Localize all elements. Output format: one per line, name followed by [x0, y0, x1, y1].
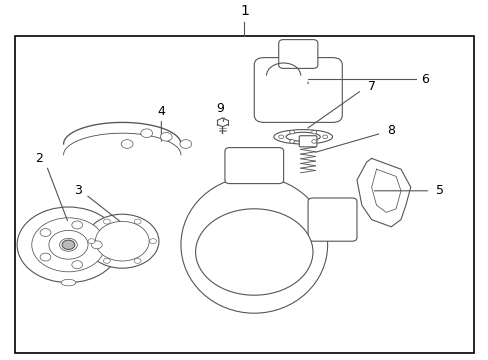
Text: 6: 6 — [421, 73, 428, 86]
Circle shape — [289, 140, 294, 143]
FancyBboxPatch shape — [254, 58, 342, 122]
Text: 7: 7 — [367, 80, 375, 93]
Circle shape — [88, 239, 95, 244]
Text: 9: 9 — [216, 102, 224, 114]
Circle shape — [134, 258, 141, 264]
Text: 3: 3 — [74, 184, 82, 197]
Circle shape — [180, 140, 191, 148]
Circle shape — [160, 132, 172, 141]
Text: 2: 2 — [35, 152, 43, 165]
Circle shape — [62, 240, 75, 249]
FancyBboxPatch shape — [307, 198, 356, 241]
Text: 8: 8 — [386, 124, 394, 137]
Circle shape — [289, 130, 294, 134]
Ellipse shape — [72, 221, 82, 229]
Circle shape — [103, 258, 110, 264]
Circle shape — [49, 230, 88, 259]
FancyBboxPatch shape — [299, 136, 316, 147]
Circle shape — [322, 135, 327, 139]
Circle shape — [134, 219, 141, 224]
Circle shape — [195, 209, 312, 295]
Circle shape — [311, 140, 316, 143]
Ellipse shape — [61, 279, 76, 286]
Circle shape — [278, 135, 283, 139]
Text: 1: 1 — [240, 4, 248, 18]
Ellipse shape — [91, 241, 102, 249]
Ellipse shape — [40, 229, 51, 237]
Ellipse shape — [72, 261, 82, 269]
FancyBboxPatch shape — [278, 40, 317, 68]
Ellipse shape — [181, 176, 327, 313]
Text: 4: 4 — [157, 105, 165, 118]
Circle shape — [149, 239, 156, 244]
FancyBboxPatch shape — [224, 148, 283, 184]
Circle shape — [311, 130, 316, 134]
Circle shape — [121, 140, 133, 148]
Circle shape — [95, 221, 149, 261]
Circle shape — [17, 207, 120, 283]
Ellipse shape — [273, 130, 332, 144]
Circle shape — [103, 219, 110, 224]
Circle shape — [141, 129, 152, 138]
Ellipse shape — [40, 253, 51, 261]
Text: 5: 5 — [435, 184, 443, 197]
Circle shape — [85, 214, 159, 268]
Ellipse shape — [285, 132, 320, 141]
Circle shape — [60, 238, 77, 251]
Circle shape — [32, 218, 105, 272]
